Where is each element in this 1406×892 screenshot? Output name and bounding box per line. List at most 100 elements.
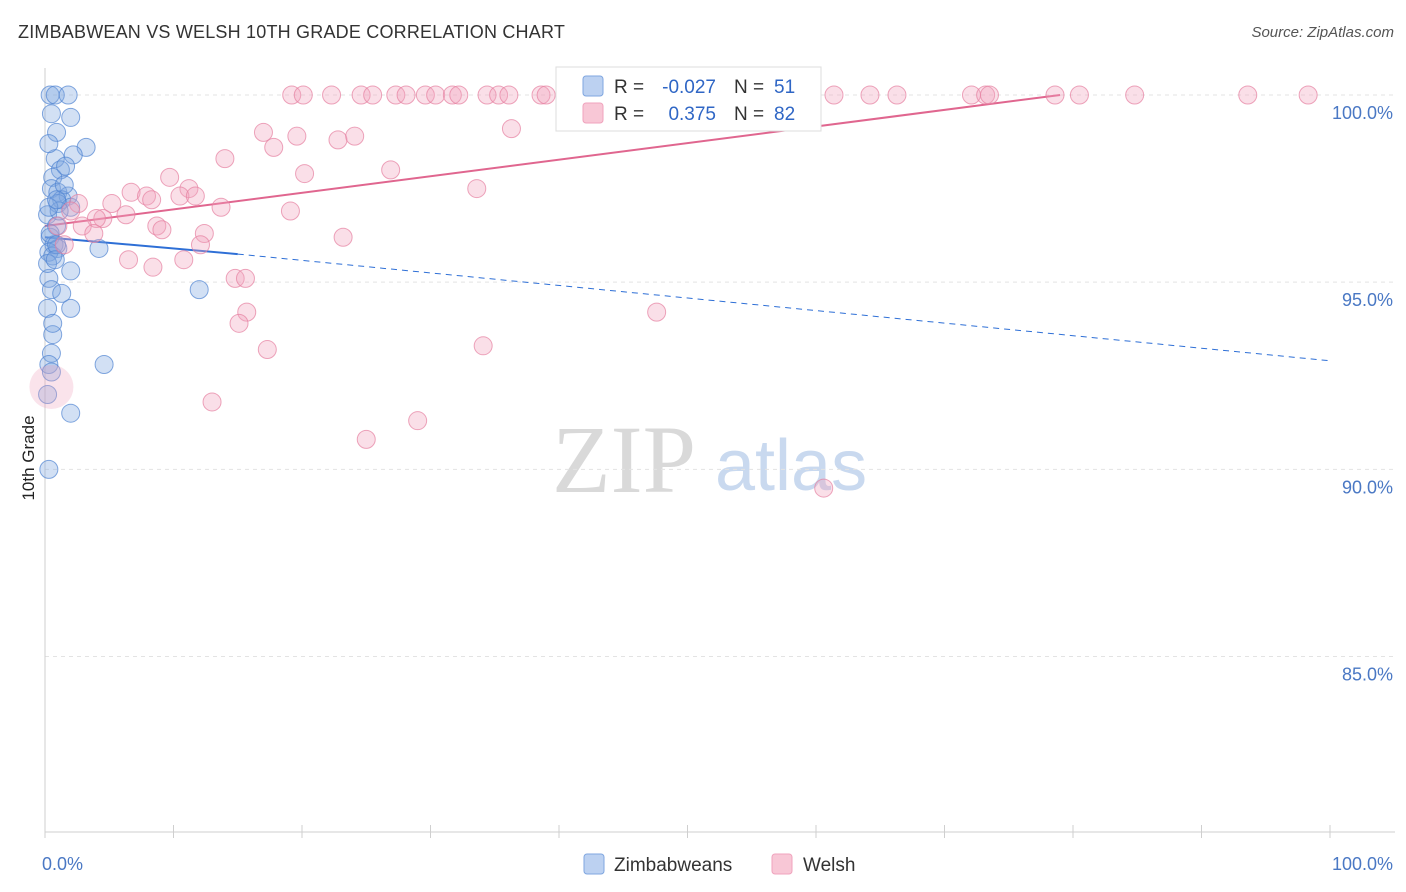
- welsh-point: [229, 313, 249, 333]
- trend-lines: [44, 93, 1331, 362]
- zimbabweans-point: [39, 197, 59, 217]
- welsh-point: [1298, 85, 1318, 105]
- welsh-point: [345, 126, 365, 146]
- welsh-point: [29, 364, 74, 409]
- welsh-point: [143, 257, 163, 277]
- welsh-point: [860, 85, 880, 105]
- welsh-point: [253, 122, 273, 142]
- zimbabweans-point: [47, 122, 67, 142]
- welsh-point: [351, 85, 371, 105]
- x-tick-label: 0.0%: [42, 854, 83, 874]
- welsh-point: [386, 85, 406, 105]
- welsh-point: [293, 85, 313, 105]
- zimbabweans-point: [58, 186, 78, 206]
- bottom-legend: Zimbabweans Welsh: [583, 853, 855, 876]
- zimbabweans-point: [39, 459, 59, 479]
- y-tick-label: 95.0%: [1342, 290, 1393, 310]
- grid-lines: [45, 94, 1395, 658]
- welsh-point: [328, 130, 348, 150]
- zimbabweans-point: [189, 280, 209, 300]
- welsh-point: [152, 220, 172, 240]
- watermark-zip: ZIP: [552, 406, 696, 513]
- welsh-point: [381, 160, 401, 180]
- stats-r-label: R =: [614, 77, 644, 98]
- zimbabweans-point: [41, 104, 61, 124]
- welsh-point: [119, 250, 139, 270]
- zimbabweans-point: [94, 355, 114, 375]
- welsh-point: [48, 216, 68, 236]
- welsh-point: [160, 167, 180, 187]
- welsh-point: [147, 216, 167, 236]
- stats-n-value: 51: [774, 77, 795, 98]
- welsh-point: [477, 85, 497, 105]
- y-axis-label: 10th Grade: [19, 415, 38, 500]
- zimbabweans-point: [38, 298, 58, 318]
- welsh-point: [102, 194, 122, 214]
- welsh-point: [54, 235, 74, 255]
- welsh-point: [202, 392, 222, 412]
- zimbabweans-point: [40, 223, 60, 243]
- zimbabweans-point: [43, 325, 63, 345]
- welsh-point: [426, 85, 446, 105]
- welsh-point: [235, 268, 255, 288]
- welsh-point: [237, 302, 257, 322]
- welsh-point: [887, 85, 907, 105]
- welsh-point: [72, 216, 92, 236]
- y-tick-label: 90.0%: [1342, 477, 1393, 497]
- welsh-trend-line: [44, 93, 1061, 227]
- stats-swatch-welsh: [582, 102, 604, 124]
- welsh-point: [280, 201, 300, 221]
- welsh-point: [225, 268, 245, 288]
- welsh-point: [499, 85, 519, 105]
- zimbabweans-point: [56, 156, 76, 176]
- zimbabweans-point: [61, 107, 81, 127]
- welsh-point: [257, 340, 277, 360]
- zimbabweans-point: [39, 134, 59, 154]
- welsh-point: [142, 190, 162, 210]
- welsh-point: [415, 85, 435, 105]
- stats-legend: R = -0.027 N = 51 R = 0.375 N = 82: [555, 66, 822, 132]
- welsh-point: [61, 201, 81, 221]
- zimbabweans-point: [49, 201, 69, 221]
- welsh-point: [442, 85, 462, 105]
- welsh-point: [215, 149, 235, 169]
- welsh-point: [1069, 85, 1089, 105]
- zimbabweans-point: [63, 145, 83, 165]
- zimbabweans-point: [39, 268, 59, 288]
- zimbabweans-point: [61, 261, 81, 281]
- welsh-point: [531, 85, 551, 105]
- welsh-point: [824, 85, 844, 105]
- welsh-point: [84, 223, 104, 243]
- stats-n-value: 82: [774, 104, 795, 125]
- y-tick-label: 100.0%: [1332, 103, 1393, 123]
- welsh-point: [190, 235, 210, 255]
- welsh-point: [68, 194, 88, 214]
- zimbabweans-trend-extension: [237, 253, 1331, 362]
- welsh-point: [1045, 85, 1065, 105]
- zimbabweans-trend-line: [44, 236, 238, 256]
- welsh-point: [93, 209, 113, 229]
- y-tick-label: 85.0%: [1342, 665, 1393, 685]
- welsh-point: [473, 336, 493, 356]
- zimbabweans-point: [47, 190, 67, 210]
- zimbabweans-point: [41, 362, 61, 382]
- x-tick-label: 100.0%: [1332, 854, 1393, 874]
- zimbabweans-point: [58, 85, 78, 105]
- welsh-point: [174, 250, 194, 270]
- legend-swatch-welsh: [771, 853, 793, 875]
- welsh-point: [287, 126, 307, 146]
- chart-source: Source: ZipAtlas.com: [1251, 24, 1394, 41]
- welsh-point: [396, 85, 416, 105]
- welsh-point: [194, 223, 214, 243]
- stats-r-value: 0.375: [668, 104, 716, 125]
- welsh-point: [467, 179, 487, 199]
- zimbabweans-point: [38, 384, 58, 404]
- stats-swatch-zimbabweans: [582, 75, 604, 97]
- welsh-point: [322, 85, 342, 105]
- welsh-point: [211, 197, 231, 217]
- stats-r-value: -0.027: [662, 77, 716, 98]
- welsh-point: [185, 186, 205, 206]
- chart-title: ZIMBABWEAN VS WELSH 10TH GRADE CORRELATI…: [18, 22, 566, 42]
- zimbabweans-point: [61, 403, 81, 423]
